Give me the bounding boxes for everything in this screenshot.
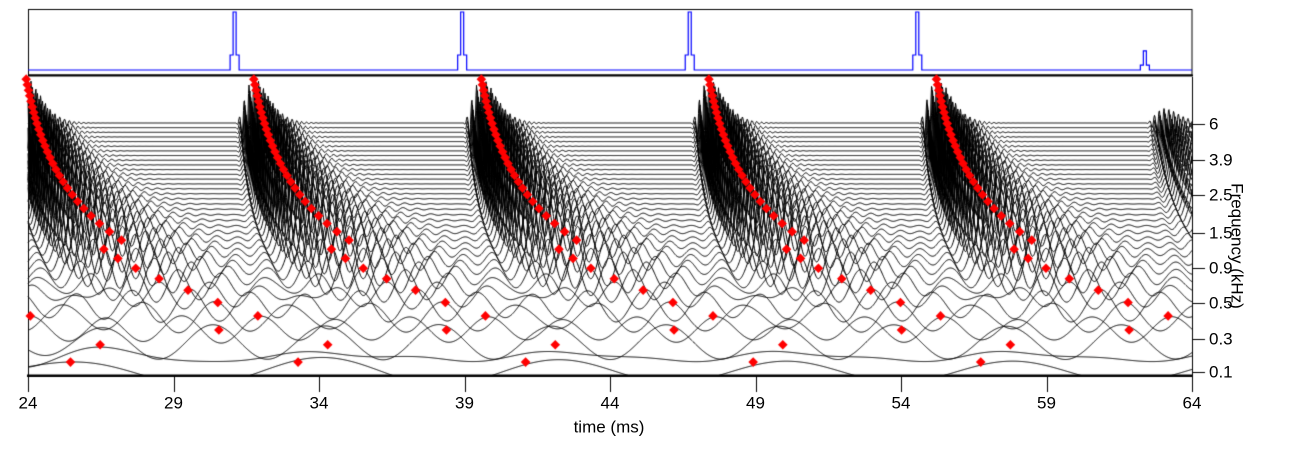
x-tick-label: 64 — [1182, 393, 1202, 413]
x-axis-title: time (ms) — [573, 417, 645, 437]
y-tick-label: 1.5 — [1209, 223, 1233, 243]
y-tick-label: 2.5 — [1209, 185, 1233, 205]
x-tick-label: 39 — [455, 393, 474, 413]
x-tick-label: 54 — [891, 393, 911, 413]
y-tick-label: 0.5 — [1209, 293, 1233, 313]
x-tick-label: 29 — [164, 393, 183, 413]
x-tick-label: 59 — [1037, 393, 1056, 413]
x-tick-label: 34 — [309, 393, 329, 413]
x-tick-label: 49 — [746, 393, 765, 413]
y-tick-label: 0.3 — [1209, 329, 1233, 349]
y-tick-label: 0.9 — [1209, 258, 1233, 278]
y-tick-label: 0.1 — [1209, 362, 1233, 382]
y-tick-label: 3.9 — [1209, 150, 1233, 170]
y-tick-label: 6 — [1209, 114, 1219, 134]
x-tick-label: 24 — [18, 393, 38, 413]
y-axis-title: Frequency (kHz) — [1227, 183, 1247, 309]
x-tick-label: 44 — [600, 393, 620, 413]
